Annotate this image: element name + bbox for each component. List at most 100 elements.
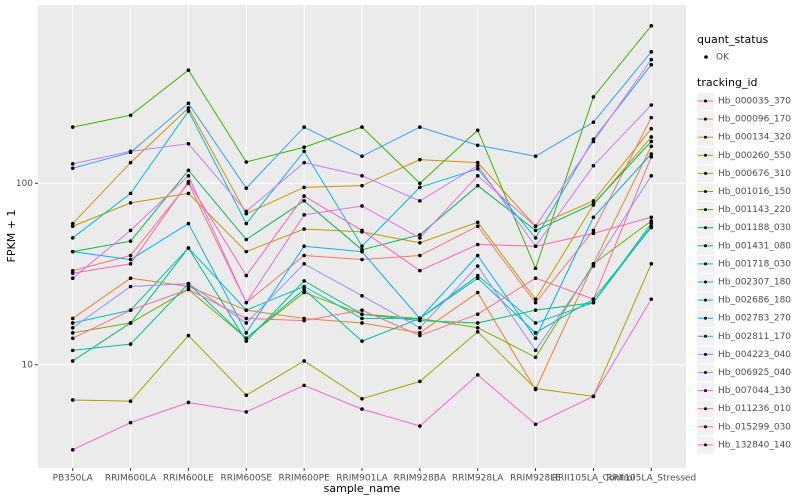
legend-title: quant_status — [697, 33, 769, 46]
x-tick-label: RRIM901LA — [336, 474, 388, 484]
legend-key-point — [704, 262, 707, 266]
data-point — [360, 308, 364, 312]
data-point — [186, 142, 191, 146]
data-point — [302, 279, 306, 283]
data-point — [418, 199, 422, 203]
data-point — [533, 266, 538, 271]
data-point — [475, 143, 480, 148]
data-point — [360, 339, 364, 343]
x-tick-label: PB350LA — [53, 474, 94, 484]
data-point — [418, 325, 422, 330]
data-point — [302, 185, 306, 190]
legend-label: Hb_001718_030 — [718, 259, 791, 269]
data-point — [533, 297, 538, 301]
data-point — [649, 297, 654, 301]
data-point — [649, 224, 654, 229]
data-point — [244, 321, 249, 325]
data-point — [533, 244, 538, 249]
data-point — [533, 348, 538, 353]
data-point — [128, 308, 133, 312]
x-tick-label: RRII105LA_Stressed — [606, 474, 696, 484]
data-point — [533, 308, 538, 312]
data-point — [649, 219, 654, 223]
legend-key-point — [704, 135, 707, 139]
legend-key-point — [704, 190, 707, 193]
data-point — [186, 246, 191, 250]
data-point — [475, 321, 480, 325]
legend-key-point — [704, 298, 707, 302]
data-point — [418, 181, 422, 186]
data-point — [302, 213, 306, 217]
data-point — [360, 125, 364, 129]
data-point — [591, 300, 596, 305]
data-point — [591, 139, 596, 144]
data-point — [533, 154, 538, 159]
data-point — [418, 331, 422, 335]
legend-key-point — [704, 407, 707, 411]
data-point — [70, 336, 75, 341]
data-point — [70, 162, 75, 166]
data-point — [186, 281, 191, 286]
data-point — [475, 264, 480, 268]
data-point — [475, 253, 480, 258]
x-tick-label: RRIM600LA — [105, 474, 157, 484]
data-point — [360, 396, 364, 401]
data-point — [649, 144, 654, 149]
data-point — [128, 257, 133, 262]
data-point — [244, 410, 249, 414]
data-point — [244, 339, 249, 343]
data-point — [533, 236, 538, 240]
data-point — [475, 312, 480, 316]
data-point — [244, 393, 249, 397]
data-point — [475, 242, 480, 247]
data-point — [533, 355, 538, 360]
data-point — [418, 241, 422, 245]
data-point — [360, 244, 364, 249]
data-point — [128, 191, 133, 196]
legend-label: Hb_001143_220 — [718, 205, 791, 215]
data-point — [591, 228, 596, 233]
data-point — [128, 160, 133, 165]
data-point — [244, 336, 249, 341]
data-point — [533, 300, 538, 305]
data-point — [70, 224, 75, 229]
data-point — [475, 173, 480, 178]
data-point — [128, 342, 133, 346]
data-point — [418, 333, 422, 338]
data-point — [302, 318, 306, 323]
data-point — [70, 359, 75, 363]
data-point — [70, 249, 75, 254]
x-tick-label: RRIM928LA — [452, 474, 504, 484]
data-point — [649, 135, 654, 139]
legend-key — [704, 55, 708, 59]
data-point — [186, 109, 191, 113]
data-point — [128, 399, 133, 404]
data-point — [591, 394, 596, 399]
data-point — [533, 224, 538, 229]
data-point — [418, 424, 422, 428]
data-point — [128, 262, 133, 266]
data-point — [128, 228, 133, 233]
legend-key-point — [704, 316, 707, 320]
legend-label: Hb_002811_170 — [718, 332, 791, 342]
legend-label: Hb_002307_180 — [718, 278, 791, 288]
y-axis-title: FPKM + 1 — [5, 210, 18, 263]
data-point — [302, 359, 306, 363]
data-point — [360, 173, 364, 178]
data-point — [70, 348, 75, 353]
data-point — [475, 167, 480, 171]
data-point — [70, 331, 75, 335]
data-point — [70, 448, 75, 452]
data-point — [186, 168, 191, 173]
legend-key-point — [704, 99, 707, 103]
legend-key-point — [704, 389, 707, 393]
data-point — [591, 231, 596, 236]
legend-label: Hb_011236_010 — [718, 404, 791, 414]
data-point — [186, 191, 191, 196]
data-point — [649, 262, 654, 266]
legend-label: OK — [716, 53, 730, 63]
data-point — [360, 321, 364, 325]
data-point — [302, 244, 306, 249]
legend-key-point — [704, 443, 707, 447]
